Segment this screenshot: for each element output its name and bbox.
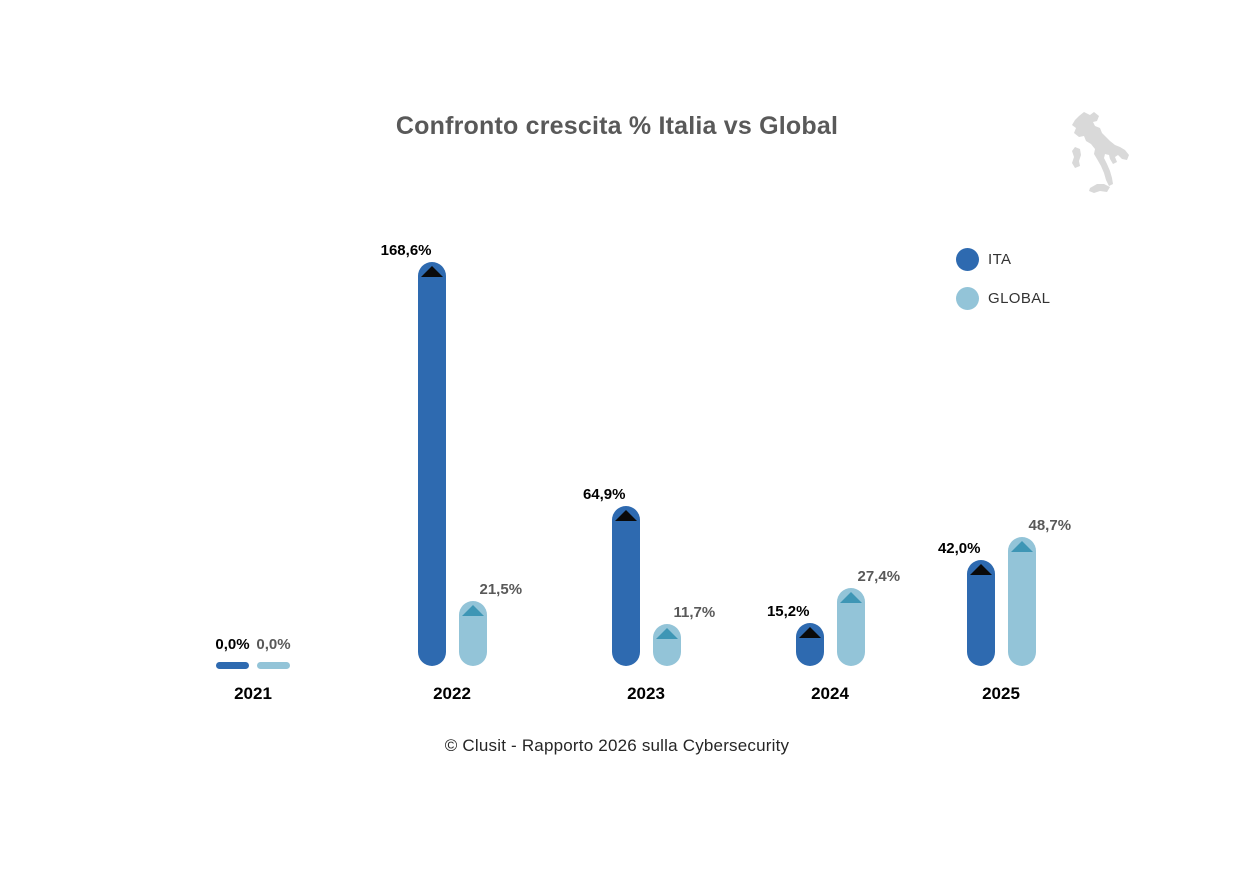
legend-item-ita: ITA [956,248,1050,271]
arrow-up-icon [798,627,821,639]
value-label-ita-2023: 64,9% [582,486,626,504]
chart-title: Confronto crescita % Italia vs Global [395,112,839,140]
source-caption: © Clusit - Rapporto 2026 sulla Cybersecu… [444,736,790,755]
bar-ita-2024 [795,623,824,666]
bar-global-2023 [652,624,681,666]
legend-item-global: GLOBAL [956,287,1050,310]
value-label-ita-2025: 42,0% [937,540,981,558]
value-label-global-2025: 48,7% [1028,517,1072,535]
value-label-global-2021: 0,0% [256,636,291,653]
value-label-global-2023: 11,7% [673,604,716,622]
italy-map-icon [1072,112,1129,193]
bar-global-2022 [458,601,487,666]
arrow-up-icon [614,510,637,522]
bar-ita-2022 [417,262,446,666]
x-axis-label-2024: 2024 [811,684,849,703]
arrow-up-icon [420,266,443,278]
legend-label-ita: ITA [988,251,1012,268]
arrow-up-icon [655,628,678,640]
value-label-ita-2024: 15,2% [766,603,810,621]
bar-global-2025 [1007,537,1036,666]
x-axis-label-2023: 2023 [627,684,665,703]
bar-ita-2021 [216,662,249,669]
arrow-up-icon [461,605,484,617]
arrow-up-icon [1010,541,1033,553]
legend: ITA GLOBAL [956,248,1050,310]
x-axis-label-2021: 2021 [234,684,272,703]
legend-swatch-global-icon [956,287,979,310]
bar-global-2024 [836,587,865,666]
value-label-global-2024: 27,4% [857,567,901,585]
arrow-up-icon [839,591,862,603]
value-label-ita-2022: 168,6% [380,242,432,260]
bar-global-2021 [257,662,290,669]
bar-ita-2025 [966,560,995,666]
x-axis-label-2025: 2025 [982,684,1020,703]
x-axis-label-2022: 2022 [433,684,471,703]
value-label-ita-2021: 0,0% [215,636,250,653]
bar-ita-2023 [611,506,640,666]
legend-swatch-ita-icon [956,248,979,271]
legend-label-global: GLOBAL [988,290,1051,307]
arrow-up-icon [969,564,992,576]
value-label-global-2022: 21,5% [479,581,523,599]
